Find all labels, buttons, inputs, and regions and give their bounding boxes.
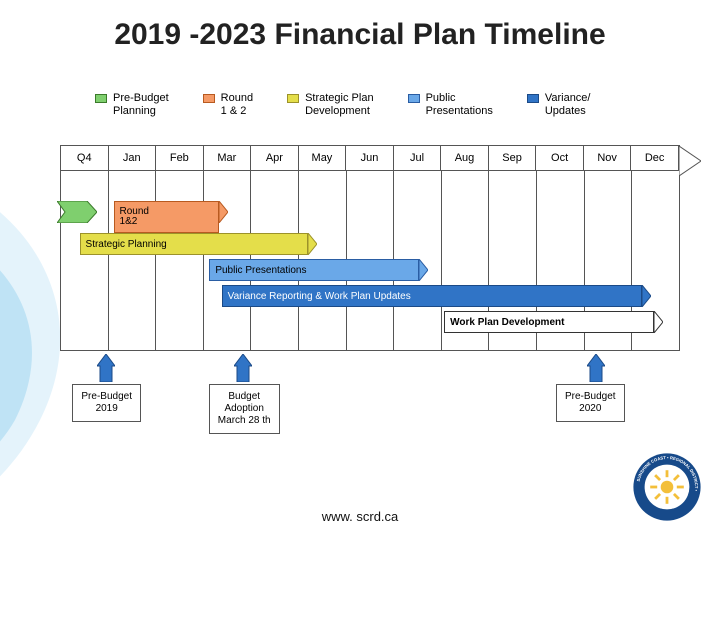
bar-public: Public Presentations xyxy=(209,259,419,281)
month-cell: Feb xyxy=(156,146,204,170)
legend-item-3: PublicPresentations xyxy=(408,92,493,117)
bar-strategic: Strategic Planning xyxy=(80,233,309,255)
legend-item-4: Variance/Updates xyxy=(527,92,591,117)
month-cell: Dec xyxy=(631,146,679,170)
bar-variance: Variance Reporting & Work Plan Updates xyxy=(222,285,642,307)
page-title: 2019 -2023 Financial Plan Timeline xyxy=(0,18,720,52)
bar-label: Work Plan Development xyxy=(450,317,564,328)
month-cell: May xyxy=(299,146,347,170)
legend-swatch xyxy=(95,94,107,103)
legend-swatch xyxy=(203,94,215,103)
month-cell: Q4 xyxy=(61,146,109,170)
legend-item-2: Strategic PlanDevelopment xyxy=(287,92,373,117)
callout-arrow xyxy=(234,354,252,382)
legend-label: Strategic PlanDevelopment xyxy=(305,92,373,117)
budget-adoption-callout: BudgetAdoptionMarch 28 th xyxy=(209,384,280,434)
month-cell: Sep xyxy=(489,146,537,170)
legend-label: PublicPresentations xyxy=(426,92,493,117)
legend-item-0: Pre-BudgetPlanning xyxy=(95,92,169,117)
month-row: Q4JanFebMarAprMayJunJulAugSepOctNovDec xyxy=(61,146,679,170)
month-cell: Jul xyxy=(394,146,442,170)
bar-round12: Round1&2 xyxy=(114,201,219,233)
bar-workplan: Work Plan Development xyxy=(444,311,654,333)
bar-label: Variance Reporting & Work Plan Updates xyxy=(228,291,411,302)
callout-arrow xyxy=(97,354,115,382)
month-cell: Jun xyxy=(346,146,394,170)
legend-label: Variance/Updates xyxy=(545,92,591,117)
prebudget-2019-callout: Pre-Budget2019 xyxy=(72,384,141,422)
month-cell: Jan xyxy=(109,146,157,170)
scrd-logo: SUNSHINE COAST • REGIONAL DISTRICT • xyxy=(632,452,702,522)
prebudget-chevron xyxy=(57,201,97,223)
callout-arrow xyxy=(587,354,605,382)
month-cell: Nov xyxy=(584,146,632,170)
bar-label: Strategic Planning xyxy=(86,239,167,250)
bar-area: Round1&2 Strategic Planning Public Present… xyxy=(61,170,679,350)
timeline: Q4JanFebMarAprMayJunJulAugSepOctNovDec R… xyxy=(60,145,680,351)
legend-swatch xyxy=(408,94,420,103)
legend-label: Round1 & 2 xyxy=(221,92,253,117)
legend-item-1: Round1 & 2 xyxy=(203,92,253,117)
bar-label: Round1&2 xyxy=(120,207,149,228)
month-cell: Mar xyxy=(204,146,252,170)
month-cell: Oct xyxy=(536,146,584,170)
month-cell: Apr xyxy=(251,146,299,170)
timeline-arrow-tip xyxy=(679,146,701,176)
legend-swatch xyxy=(527,94,539,103)
bar-label: Public Presentations xyxy=(215,265,306,276)
legend: Pre-BudgetPlanning Round1 & 2 Strategic Pl… xyxy=(95,92,680,117)
prebudget-2020-callout: Pre-Budget2020 xyxy=(556,384,625,422)
legend-label: Pre-BudgetPlanning xyxy=(113,92,169,117)
footer-url: www. scrd.ca xyxy=(0,509,720,524)
month-cell: Aug xyxy=(441,146,489,170)
legend-swatch xyxy=(287,94,299,103)
